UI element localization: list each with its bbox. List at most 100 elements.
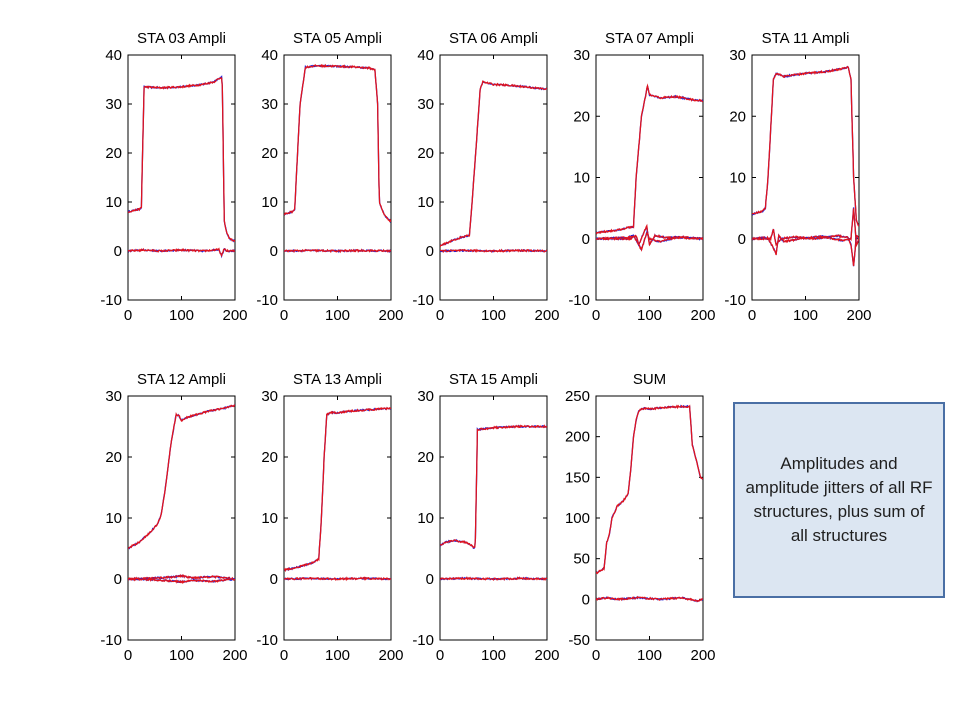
chart-title: STA 12 Ampli	[137, 371, 226, 388]
series-line-1-blue	[284, 64, 391, 223]
y-tick-label: 40	[105, 47, 122, 64]
chart-title: STA 05 Ampli	[293, 30, 382, 47]
x-tick-label: 0	[592, 647, 600, 664]
y-tick-label: 10	[729, 170, 746, 187]
series-line-2-red	[596, 595, 703, 603]
series-line-2-red	[284, 248, 391, 254]
y-tick-label: 10	[105, 194, 122, 211]
y-tick-label: 0	[426, 571, 434, 588]
y-tick-label: 150	[565, 469, 590, 486]
plot-frame	[127, 395, 236, 641]
y-tick-label: 40	[261, 47, 278, 64]
series-line-1-red	[284, 406, 391, 573]
plot-frame	[283, 54, 392, 301]
y-tick-label: 50	[573, 551, 590, 568]
series-line-1-blue	[440, 80, 547, 247]
y-tick-label: 10	[105, 510, 122, 527]
y-tick-label: 30	[105, 96, 122, 113]
y-tick-label: 0	[738, 231, 746, 248]
series-line-1-red	[440, 80, 547, 248]
y-tick-label: 100	[565, 510, 590, 527]
x-tick-label: 100	[481, 647, 506, 664]
y-tick-label: 30	[417, 96, 434, 113]
x-tick-label: 0	[280, 307, 288, 324]
plot-frame	[595, 54, 704, 301]
x-tick-label: 200	[690, 307, 715, 324]
y-tick-label: 20	[261, 449, 278, 466]
y-tick-label: 0	[270, 571, 278, 588]
series-line-1-blue	[596, 85, 703, 234]
x-tick-label: 200	[378, 307, 403, 324]
y-tick-label: 20	[417, 145, 434, 162]
y-tick-label: -10	[724, 292, 746, 309]
y-tick-label: 30	[573, 47, 590, 64]
series-line-2-red	[596, 223, 703, 247]
series-line-1-red	[596, 404, 703, 575]
series-line-1-blue	[752, 66, 859, 227]
y-tick-label: 0	[426, 243, 434, 260]
y-tick-label: 10	[417, 194, 434, 211]
x-tick-label: 200	[846, 307, 871, 324]
y-tick-label: 200	[565, 429, 590, 446]
plot-frame	[439, 54, 548, 301]
chart-title: STA 13 Ampli	[293, 371, 382, 388]
y-tick-label: 20	[105, 449, 122, 466]
series-line-2-red	[752, 228, 859, 267]
x-tick-label: 100	[637, 647, 662, 664]
y-tick-label: 30	[105, 388, 122, 405]
y-tick-label: 10	[417, 510, 434, 527]
plot-frame	[439, 395, 548, 641]
y-tick-label: -10	[412, 292, 434, 309]
y-tick-label: 250	[565, 388, 590, 405]
series-line-1-red	[596, 83, 703, 235]
x-tick-label: 100	[325, 307, 350, 324]
y-tick-label: 20	[417, 449, 434, 466]
series-line-3-red	[752, 208, 859, 256]
y-tick-label: 20	[105, 145, 122, 162]
y-tick-label: 0	[582, 591, 590, 608]
y-tick-label: -10	[568, 292, 590, 309]
x-tick-label: 200	[690, 647, 715, 664]
series-line-1-red	[440, 424, 547, 549]
y-tick-label: 0	[270, 243, 278, 260]
chart-title: STA 07 Ampli	[605, 30, 694, 47]
series-line-2-red	[440, 576, 547, 582]
series-line-1-red	[128, 77, 235, 243]
series-line-1-red	[128, 404, 235, 550]
y-tick-label: -10	[100, 632, 122, 649]
series-line-2-red	[128, 247, 235, 258]
y-tick-label: -10	[256, 292, 278, 309]
x-tick-label: 0	[592, 307, 600, 324]
chart-title: STA 06 Ampli	[449, 30, 538, 47]
series-line-3-blue	[752, 207, 859, 256]
chart-title: STA 15 Ampli	[449, 371, 538, 388]
y-tick-label: 10	[261, 510, 278, 527]
series-line-2-red	[128, 573, 235, 581]
series-line-2-red	[284, 576, 391, 582]
y-tick-label: 0	[114, 571, 122, 588]
x-tick-label: 200	[534, 647, 559, 664]
x-tick-label: 100	[481, 307, 506, 324]
x-tick-label: 0	[124, 647, 132, 664]
y-tick-label: 30	[261, 388, 278, 405]
x-tick-label: 200	[378, 647, 403, 664]
chart-title: STA 03 Ampli	[137, 30, 226, 47]
y-tick-label: 30	[261, 96, 278, 113]
y-tick-label: 0	[582, 231, 590, 248]
y-tick-label: -10	[100, 292, 122, 309]
x-tick-label: 0	[748, 307, 756, 324]
x-tick-label: 0	[280, 647, 288, 664]
series-line-1-red	[284, 63, 391, 223]
x-tick-label: 200	[222, 307, 247, 324]
y-tick-label: 20	[261, 145, 278, 162]
series-line-1-red	[752, 65, 859, 227]
